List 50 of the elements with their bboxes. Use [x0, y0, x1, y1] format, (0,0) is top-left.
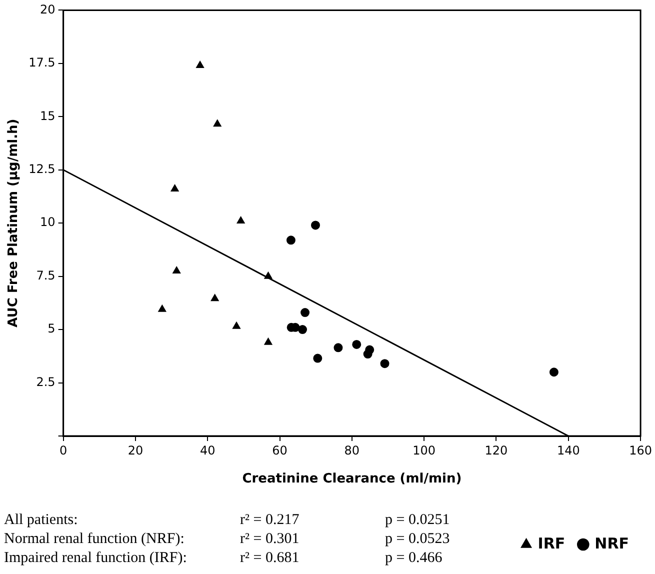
point — [264, 272, 272, 279]
text: All patients: — [4, 512, 78, 528]
y-tick-label: 10 — [40, 215, 56, 230]
point — [380, 359, 390, 368]
x-tick-label: 160 — [629, 443, 652, 458]
point — [300, 308, 310, 318]
text: r² = 0.681 — [240, 550, 300, 566]
point — [210, 294, 219, 302]
y-axis-title: AUC Free Platinum (µg/ml.h) — [6, 118, 22, 328]
x-tick-label: 80 — [344, 443, 360, 458]
point — [310, 220, 320, 230]
y-tick-label: 12.5 — [28, 162, 56, 176]
point — [352, 340, 362, 349]
x-axis-title: Creatinine Clearance (ml/min) — [242, 472, 462, 487]
y-tick-label: 5 — [48, 322, 56, 336]
y-tick-label: 7.5 — [36, 268, 56, 282]
point — [313, 354, 322, 363]
x-tick-label: 100 — [412, 443, 436, 458]
point — [264, 338, 272, 345]
point — [172, 266, 181, 274]
x-tick-label: 0 — [60, 443, 68, 458]
point — [232, 322, 240, 329]
legend-label: NRF — [594, 534, 630, 552]
point — [549, 368, 558, 377]
text: r² = 0.301 — [240, 531, 300, 547]
text: Impaired renal function (IRF): — [4, 550, 187, 566]
point — [236, 216, 245, 224]
text: p = 0.0523 — [385, 531, 450, 547]
x-tick-label: 140 — [556, 443, 580, 458]
point — [213, 120, 222, 127]
x-tick-label: 60 — [272, 443, 288, 458]
point — [158, 304, 166, 312]
text: r² = 0.217 — [240, 512, 300, 528]
point — [170, 184, 179, 192]
point — [286, 236, 296, 245]
x-tick-label: 20 — [128, 443, 144, 458]
point — [196, 61, 204, 68]
text: Normal renal function (NRF): — [4, 531, 184, 547]
point — [298, 325, 308, 334]
x-tick-label: 120 — [484, 443, 508, 458]
point — [363, 350, 372, 359]
y-tick-label: 17.5 — [28, 56, 56, 70]
legend-label: IRF — [538, 534, 566, 552]
y-tick-label: 2.5 — [36, 374, 56, 389]
x-tick-label: 40 — [200, 443, 216, 458]
y-tick-label: 20 — [40, 2, 56, 16]
text: p = 0.0251 — [385, 512, 450, 528]
point — [334, 343, 343, 352]
y-tick-label: 15 — [40, 108, 56, 123]
text: p = 0.466 — [385, 550, 443, 566]
